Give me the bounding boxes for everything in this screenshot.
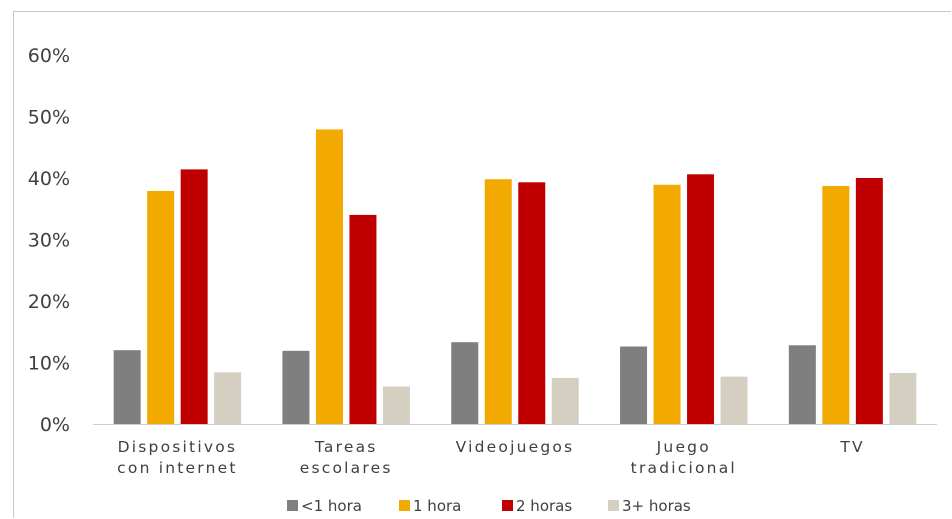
legend-swatch bbox=[502, 500, 513, 511]
bar bbox=[855, 178, 883, 424]
bar bbox=[551, 377, 579, 424]
bar bbox=[214, 372, 242, 424]
x-tick-label: Juego bbox=[656, 438, 711, 456]
legend-label: 1 hora bbox=[413, 497, 461, 515]
bar bbox=[687, 174, 715, 424]
x-tick-label: tradicional bbox=[631, 459, 737, 477]
legend-label: 3+ horas bbox=[622, 497, 691, 515]
legend-label: <1 hora bbox=[301, 497, 362, 515]
x-tick-label: escolares bbox=[300, 459, 393, 477]
bar bbox=[788, 345, 816, 424]
bar bbox=[518, 182, 546, 424]
y-tick-label: 10% bbox=[28, 353, 70, 375]
y-tick-label: 40% bbox=[28, 168, 70, 190]
bar bbox=[349, 214, 377, 424]
x-tick-label: con internet bbox=[117, 459, 237, 477]
y-tick-label: 0% bbox=[40, 414, 70, 436]
bar bbox=[822, 185, 850, 424]
bar bbox=[720, 376, 748, 424]
x-tick-label: Dispositivos bbox=[118, 438, 238, 456]
y-tick-label: 20% bbox=[28, 291, 70, 313]
bar bbox=[653, 184, 681, 424]
bar bbox=[147, 190, 175, 424]
y-tick-label: 50% bbox=[28, 107, 70, 129]
y-tick-label: 30% bbox=[28, 230, 70, 252]
legend-label: 2 horas bbox=[516, 497, 572, 515]
bar bbox=[113, 350, 141, 424]
bar bbox=[889, 372, 917, 424]
bar bbox=[484, 179, 512, 424]
x-tick-label: Videojuegos bbox=[456, 438, 575, 456]
legend-swatch bbox=[608, 500, 619, 511]
bar bbox=[282, 350, 310, 424]
legend-swatch bbox=[399, 500, 410, 511]
bar bbox=[451, 342, 479, 424]
y-tick-label: 60% bbox=[28, 45, 70, 67]
bar bbox=[315, 129, 343, 425]
bar bbox=[620, 346, 648, 424]
x-tick-label: Tareas bbox=[314, 438, 378, 456]
bar bbox=[382, 386, 410, 424]
bar bbox=[180, 169, 208, 424]
legend-swatch bbox=[287, 500, 298, 511]
x-tick-label: TV bbox=[839, 438, 864, 456]
